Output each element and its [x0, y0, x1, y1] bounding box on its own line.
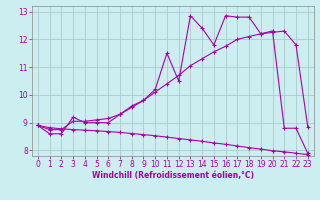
X-axis label: Windchill (Refroidissement éolien,°C): Windchill (Refroidissement éolien,°C) — [92, 171, 254, 180]
